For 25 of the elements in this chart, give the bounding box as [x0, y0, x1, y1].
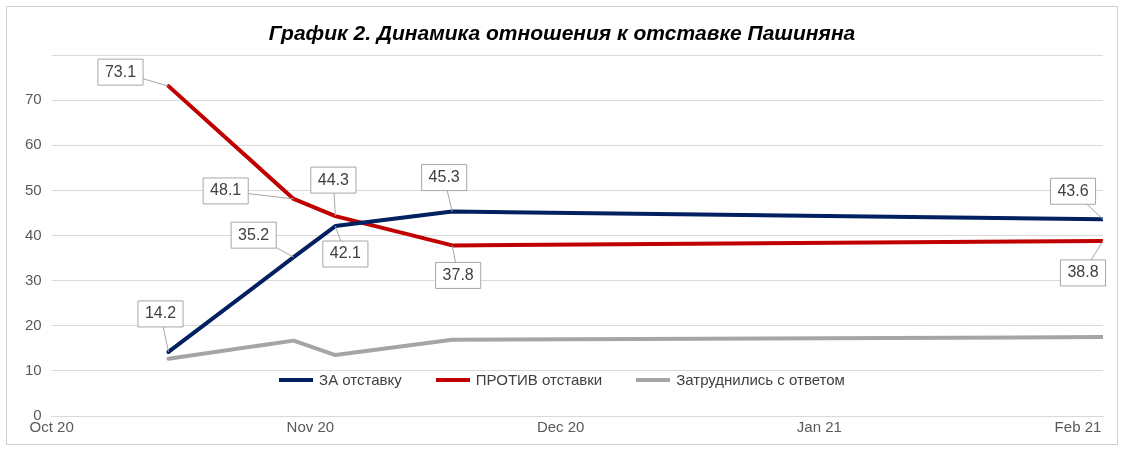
- x-tick-label: Nov 20: [286, 418, 335, 436]
- data-label: 35.2: [238, 225, 270, 243]
- data-label: 38.8: [1067, 263, 1099, 281]
- data-label: 43.6: [1057, 181, 1089, 199]
- data-label: 45.3: [428, 167, 460, 185]
- y-tick-label: 40: [25, 225, 42, 243]
- y-tick-label: 50: [25, 180, 42, 198]
- data-label: 37.8: [442, 265, 474, 283]
- y-tick-label: 20: [25, 315, 42, 333]
- data-label: 48.1: [210, 181, 242, 199]
- y-tick-label: 60: [25, 135, 42, 153]
- y-tick-label: 70: [25, 90, 42, 108]
- x-tick-label: Jan 21: [796, 418, 842, 436]
- y-tick-label: 10: [25, 361, 42, 379]
- data-label: 44.3: [317, 170, 350, 188]
- data-label: 42.1: [329, 244, 362, 262]
- y-tick-label: 30: [25, 270, 42, 288]
- legend-label: ПРОТИВ отставки: [475, 371, 603, 388]
- x-tick-label: Dec 20: [536, 418, 585, 436]
- legend-label: ЗА отставку: [319, 371, 402, 388]
- data-label: 73.1: [104, 62, 137, 80]
- data-label: 14.2: [144, 304, 177, 322]
- x-tick-label: Feb 21: [1054, 418, 1102, 436]
- legend-label: Затруднились с ответом: [676, 371, 845, 388]
- chart-title: График 2. Динамика отношения к отставке Пашиняна: [267, 21, 857, 45]
